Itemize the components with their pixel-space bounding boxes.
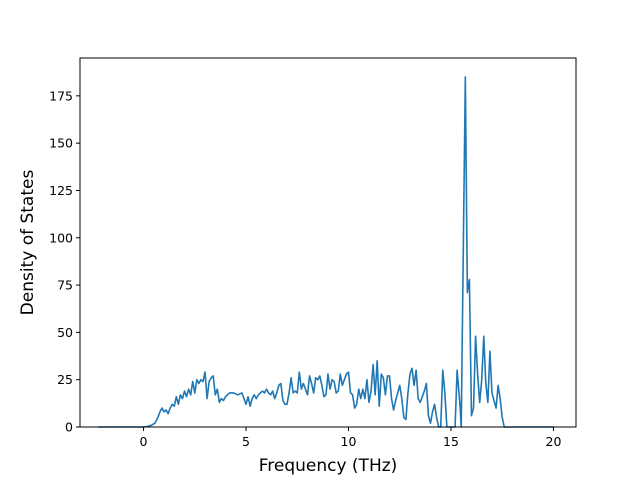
y-tick-label: 150 bbox=[49, 136, 73, 151]
y-tick-label: 100 bbox=[49, 230, 73, 245]
x-tick-label: 5 bbox=[242, 434, 250, 449]
y-tick-label: 75 bbox=[57, 278, 73, 293]
y-axis-label: Density of States bbox=[18, 170, 38, 316]
x-tick-label: 20 bbox=[546, 434, 562, 449]
y-tick-label: 25 bbox=[57, 372, 73, 387]
y-tick-label: 0 bbox=[65, 420, 73, 435]
x-axis-label: Frequency (THz) bbox=[259, 456, 398, 476]
y-axis-ticks: 0 25 50 75 100 125 150 175 bbox=[49, 88, 80, 435]
x-tick-label: 10 bbox=[341, 434, 357, 449]
y-tick-label: 125 bbox=[49, 183, 73, 198]
x-axis-ticks: 0 5 10 15 20 bbox=[140, 427, 562, 449]
x-tick-label: 0 bbox=[140, 434, 148, 449]
plot-frame bbox=[79, 57, 577, 428]
plot-area bbox=[97, 76, 555, 428]
dos-series-line bbox=[97, 76, 555, 428]
x-tick-label: 15 bbox=[443, 434, 459, 449]
y-tick-label: 175 bbox=[49, 88, 73, 103]
y-tick-label: 50 bbox=[57, 325, 73, 340]
